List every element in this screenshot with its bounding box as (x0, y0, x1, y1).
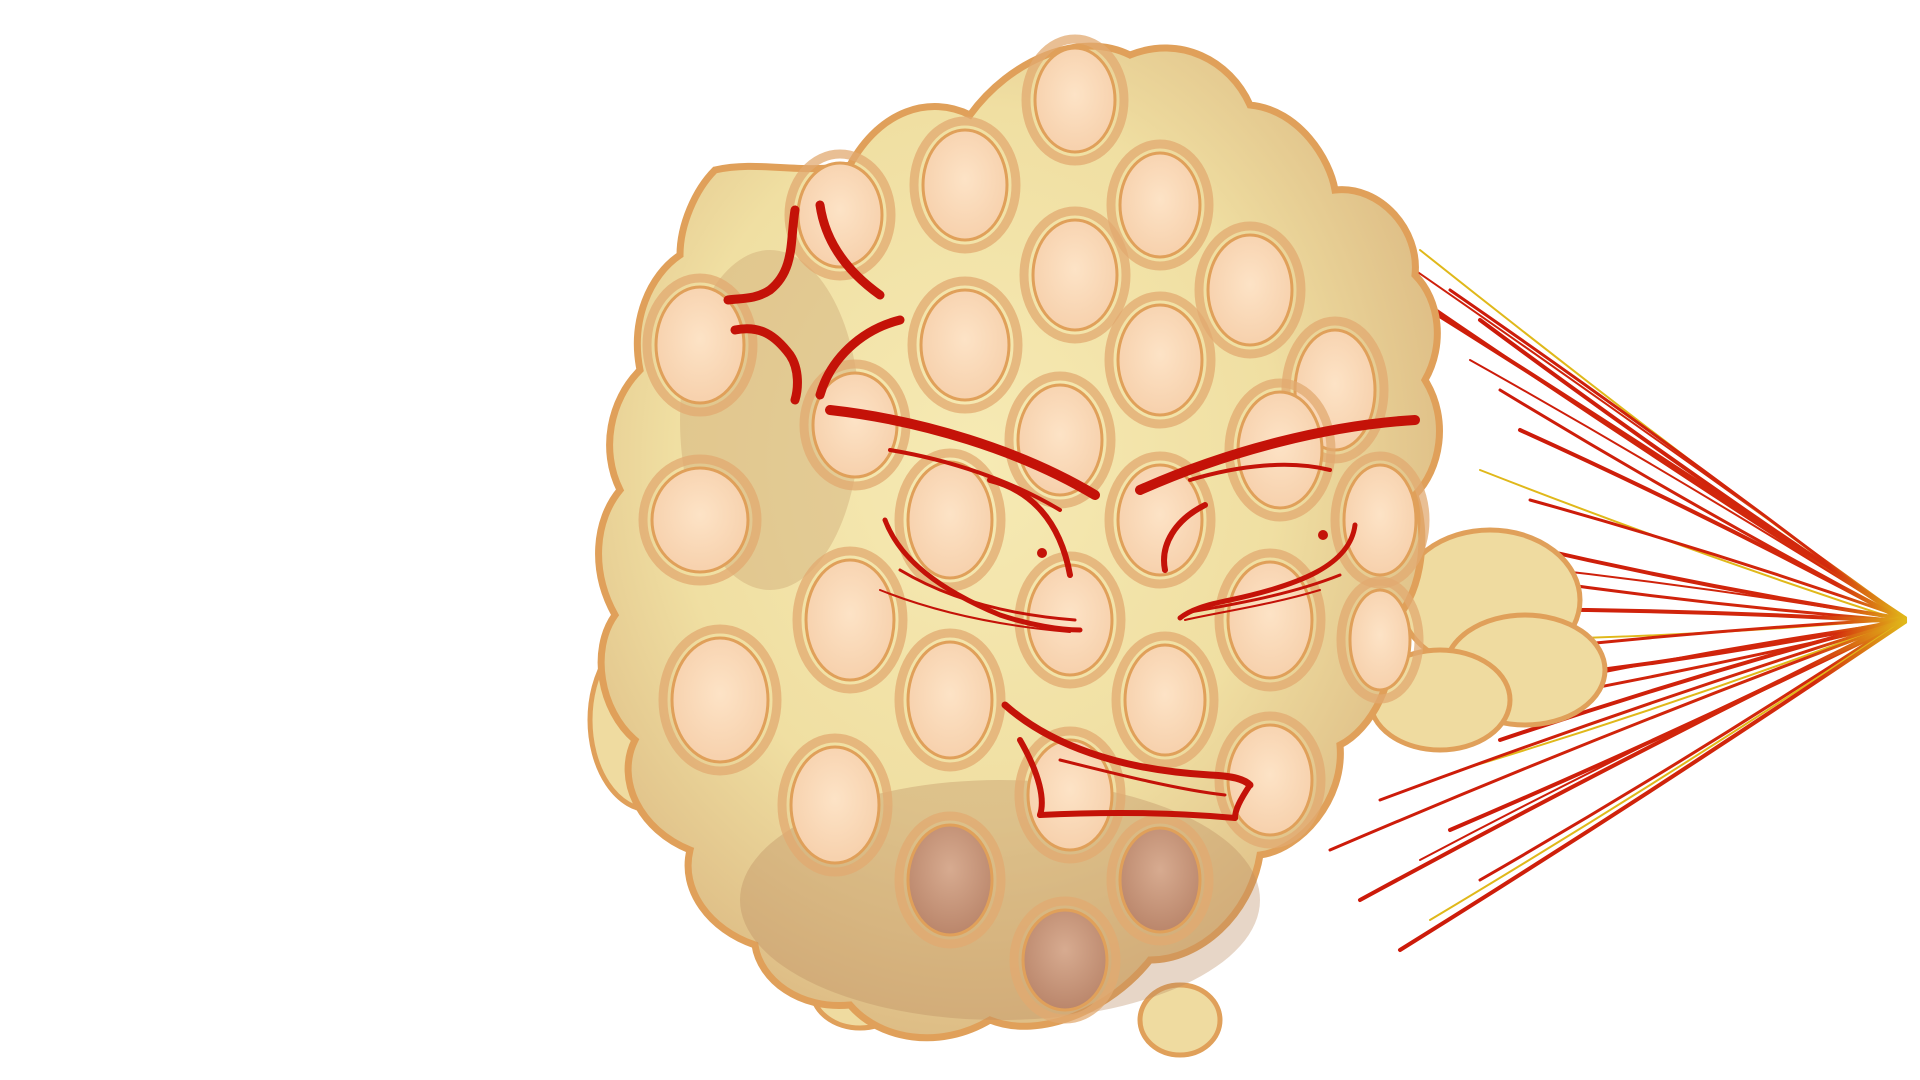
waffle-cell (1116, 303, 1204, 417)
waffle-cell-rim (792, 546, 908, 694)
left-eyebrow (825, 405, 1100, 500)
waffle-cell (650, 466, 750, 574)
waffle-cell-rim (1021, 34, 1129, 166)
waffle-cell (1342, 463, 1418, 577)
waffle-cell (789, 745, 881, 865)
speed-line (1429, 619, 1906, 921)
waffle-cell (804, 558, 896, 682)
waffle-cell-rim (1111, 631, 1219, 769)
speed-line (1518, 428, 1907, 623)
speed-line (1398, 620, 1907, 952)
speed-line (1469, 359, 1906, 620)
waffle-cell-rim (894, 811, 1006, 949)
speed-line (1478, 318, 1907, 620)
waffle-cell-rim (1104, 451, 1216, 589)
waffle-cell-rim (1009, 896, 1121, 1024)
speed-line (1358, 617, 1907, 902)
speed-line (1478, 616, 1907, 882)
waffle-cell (670, 636, 770, 764)
speed-line (1459, 618, 1906, 771)
waffle-cell-rim (907, 276, 1023, 414)
left-eye (987, 477, 1073, 578)
waffle-cell-rim (642, 273, 758, 417)
angry-face (825, 405, 1420, 821)
waffle-cell (921, 128, 1009, 242)
waffle-cell (1123, 643, 1207, 757)
waffle-cell (1118, 826, 1202, 934)
speed-line (1528, 498, 1907, 620)
waffle-cell-rim (1104, 291, 1216, 429)
waffle-cell-rim (1014, 726, 1126, 864)
waffle-cell-rim (894, 628, 1006, 772)
waffle-cell-rim (1106, 814, 1214, 946)
waffle-cell (1348, 588, 1412, 692)
waffle-cell-rim (1336, 576, 1424, 704)
waffle-cell-rim (777, 733, 893, 877)
waffle-cell-rim (1194, 221, 1306, 359)
waffle-cell (906, 823, 994, 937)
waffle-cell-rim (1019, 206, 1131, 344)
anger-vein-icon (723, 200, 905, 405)
waffle-cell-rim (1214, 548, 1326, 692)
right-eye (1161, 502, 1208, 573)
waffle-cell (1033, 46, 1117, 154)
waffle-cell-rim (1004, 371, 1116, 509)
waffle-cell (1118, 151, 1202, 259)
waffle-cell (919, 288, 1011, 402)
waffle-cell (1206, 233, 1294, 347)
gritted-mouth (1001, 701, 1254, 821)
waffle-cell-rim (1214, 711, 1326, 849)
waffle-cell-rim (638, 454, 762, 586)
speed-line (1328, 619, 1907, 852)
waffle-cell-rim (658, 624, 782, 776)
waffle-cell-rim (909, 116, 1021, 254)
waffle-cell-rim (1224, 378, 1336, 522)
speed-line (1479, 469, 1906, 623)
right-eyebrow (1135, 415, 1420, 495)
waffle-cell (906, 640, 994, 760)
waffle-cell (1021, 908, 1109, 1012)
waffle-cell (1031, 218, 1119, 332)
speed-line (1378, 618, 1907, 802)
waffle-cell (906, 460, 994, 580)
waffle-cell-rim (784, 149, 896, 281)
waffle-cell (654, 285, 746, 405)
waffle-cell-rim (1106, 139, 1214, 271)
